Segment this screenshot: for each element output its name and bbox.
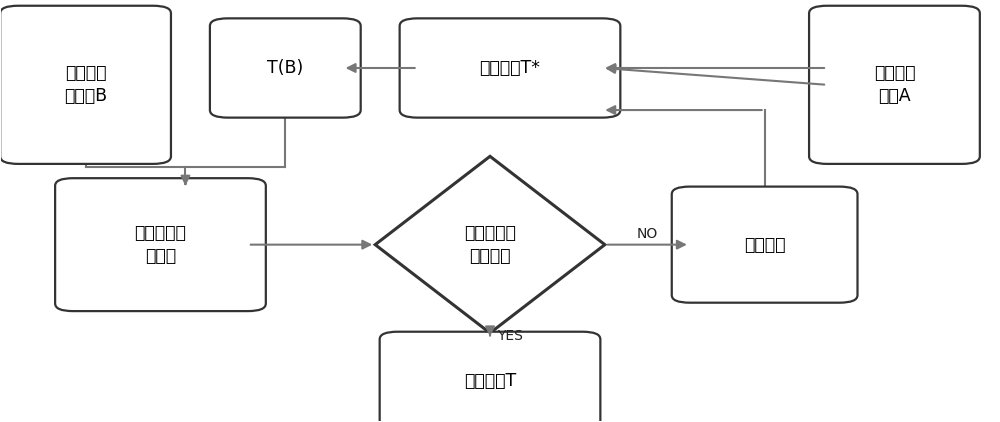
FancyBboxPatch shape <box>809 6 980 164</box>
FancyBboxPatch shape <box>210 19 361 118</box>
FancyBboxPatch shape <box>380 332 600 422</box>
Text: 最优变换T: 最优变换T <box>464 372 516 390</box>
Polygon shape <box>375 156 605 333</box>
Text: 计算归一化
互信息: 计算归一化 互信息 <box>135 224 186 265</box>
Text: 几何变换T*: 几何变换T* <box>479 59 540 77</box>
Text: 优化策略: 优化策略 <box>744 235 785 254</box>
FancyBboxPatch shape <box>400 19 620 118</box>
Text: YES: YES <box>497 329 523 343</box>
Text: 体搜索声
呐图像B: 体搜索声 呐图像B <box>64 65 107 105</box>
Text: 侧扫声呐
图像A: 侧扫声呐 图像A <box>874 65 915 105</box>
FancyBboxPatch shape <box>0 6 171 164</box>
Text: NO: NO <box>637 227 658 241</box>
Text: 归一化互信
息最大？: 归一化互信 息最大？ <box>464 224 516 265</box>
Text: T(B): T(B) <box>267 59 303 77</box>
FancyBboxPatch shape <box>672 187 858 303</box>
FancyBboxPatch shape <box>55 178 266 311</box>
